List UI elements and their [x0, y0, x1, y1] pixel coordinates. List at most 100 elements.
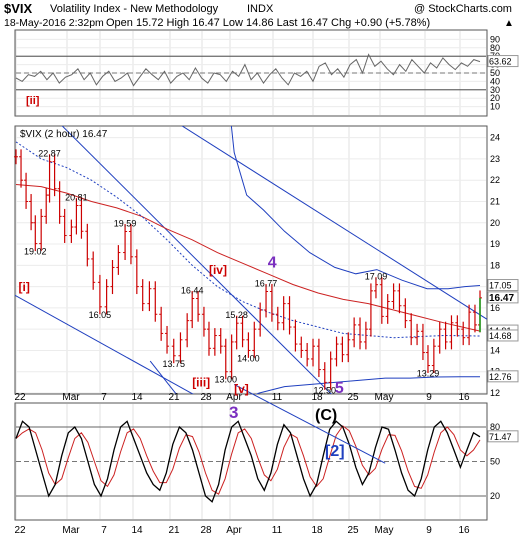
y-tick-label-price: 21: [490, 196, 500, 206]
x-tick-label-price: 18: [311, 392, 323, 403]
bollinger-upper-line: [230, 126, 481, 290]
price-axis-badge-value: 14.68: [489, 331, 512, 341]
x-tick-label-bottom: 9: [426, 525, 432, 536]
x-tick-label-price: 21: [168, 392, 180, 403]
x-tick-label-bottom: 22: [14, 525, 26, 536]
up-arrow-icon: ▲: [504, 18, 514, 29]
x-tick-label-bottom: 11: [272, 525, 283, 536]
y-tick-label-top: 80: [490, 43, 500, 53]
x-tick-label-bottom: 21: [168, 525, 180, 536]
x-tick-label-bottom: May: [375, 525, 394, 536]
y-tick-label-price: 24: [490, 133, 500, 143]
price-label: 16.77: [255, 278, 278, 288]
price-axis-badge-value: 12.76: [489, 372, 512, 382]
exchange-label: INDX: [247, 3, 274, 15]
x-tick-label-price: 11: [272, 392, 283, 403]
x-tick-label-price: 25: [347, 392, 359, 403]
trendline-extension: [233, 384, 386, 464]
price-label: 20.81: [65, 193, 88, 203]
wave-label-2: [2]: [325, 443, 345, 460]
x-tick-label-bottom: 16: [458, 525, 470, 536]
timestamp-label: 18-May-2016 2:32pm: [4, 17, 104, 29]
price-label: 15.28: [225, 310, 248, 320]
y-tick-label-price: 12: [490, 388, 500, 398]
moving-average-dotted-line: [15, 141, 481, 339]
y-tick-label-price: 16: [490, 303, 500, 313]
description-label: Volatility Index - New Methodology: [50, 3, 219, 15]
price-axis-badge-value: 17.05: [489, 281, 512, 291]
price-panel-title: $VIX (2 hour) 16.47: [20, 129, 108, 140]
top-indicator-line: [15, 53, 481, 87]
quote-label: Open 15.72 High 16.47 Low 14.86 Last 16.…: [106, 17, 430, 29]
x-tick-label-price: 9: [426, 392, 432, 403]
price-axis-badge: [487, 291, 519, 304]
x-tick-label-price: 16: [458, 392, 470, 403]
bollinger-lower-line: [149, 360, 480, 394]
wave-label-3: 3: [229, 403, 238, 422]
y-tick-label-top: 10: [490, 102, 500, 112]
price-axis-badge: [487, 279, 519, 292]
y-tick-label-top: 20: [490, 93, 500, 103]
bottom-last-value-badge: [487, 430, 519, 443]
y-tick-label-bottom: 20: [490, 491, 500, 501]
x-tick-label-price: 14: [131, 392, 143, 403]
x-tick-label-price: 22: [14, 392, 26, 403]
wave-label: 4: [268, 254, 277, 271]
trendline: [61, 126, 332, 394]
bottom-lines-group: [15, 420, 481, 503]
x-tick-label-price: Mar: [62, 392, 80, 403]
price-label: 14.00: [237, 353, 260, 363]
trendline: [181, 126, 487, 320]
top-last-value: 63.62: [489, 57, 512, 67]
stochastic-signal-line: [15, 425, 481, 495]
stochastic-line: [15, 420, 481, 503]
x-tick-label-bottom: Apr: [226, 525, 242, 536]
bottom-last-value: 71.47: [489, 432, 512, 442]
top-last-value-badge: [487, 55, 519, 68]
x-tick-label-bottom: 25: [347, 525, 359, 536]
y-tick-label-price: 14: [490, 345, 500, 355]
y-tick-label-price: 22: [490, 175, 500, 185]
symbol-label: $VIX: [4, 1, 33, 16]
x-tick-label-price: May: [375, 392, 394, 403]
price-axis-badge: [487, 370, 519, 383]
price-label: 13.75: [162, 359, 185, 369]
price-label: 19.59: [114, 218, 137, 228]
x-tick-label-price: 7: [101, 392, 107, 403]
watermark: @ StockCharts.com: [414, 3, 512, 15]
price-axis-badge-value: 16.47: [489, 293, 514, 304]
x-tick-label-bottom: 18: [311, 525, 323, 536]
y-tick-label-top: 50: [490, 68, 500, 78]
price-label: 12.50: [314, 385, 337, 395]
price-label: 13.29: [417, 369, 440, 379]
y-tick-label-price: 19: [490, 239, 500, 249]
wave-label: [i]: [19, 280, 30, 294]
y-tick-label-bottom: 80: [490, 422, 500, 432]
x-tick-label-bottom: 7: [101, 525, 107, 536]
price-label: 16.05: [89, 310, 112, 320]
x-tick-label-bottom: Mar: [62, 525, 80, 536]
wave-label-ii: [ii]: [26, 95, 40, 107]
y-tick-label-price: 20: [490, 218, 500, 228]
trendline: [15, 294, 194, 394]
moving-average-red-line: [15, 184, 481, 332]
wave-label: [iv]: [209, 263, 227, 277]
price-label: 17.09: [365, 272, 388, 282]
price-label: 13.00: [214, 375, 237, 385]
wave-label-c: (C): [315, 407, 337, 424]
x-tick-label-bottom: 28: [200, 525, 212, 536]
x-tick-label-bottom: 14: [131, 525, 143, 536]
wave-label: 5: [335, 380, 344, 397]
y-tick-label-price: 18: [490, 260, 500, 270]
price-axis-badge: [487, 329, 519, 342]
y-tick-label-top: 30: [490, 85, 500, 95]
price-lines-group: [15, 126, 487, 394]
y-tick-label-top: 40: [490, 76, 500, 86]
price-label: 16.44: [181, 286, 204, 296]
price-label: 19.02: [24, 247, 47, 257]
x-tick-label-price: Apr: [226, 392, 242, 403]
price-label: 22.87: [38, 149, 61, 159]
wave-label: [iii]: [192, 376, 210, 390]
y-tick-label-top: 90: [490, 34, 500, 44]
